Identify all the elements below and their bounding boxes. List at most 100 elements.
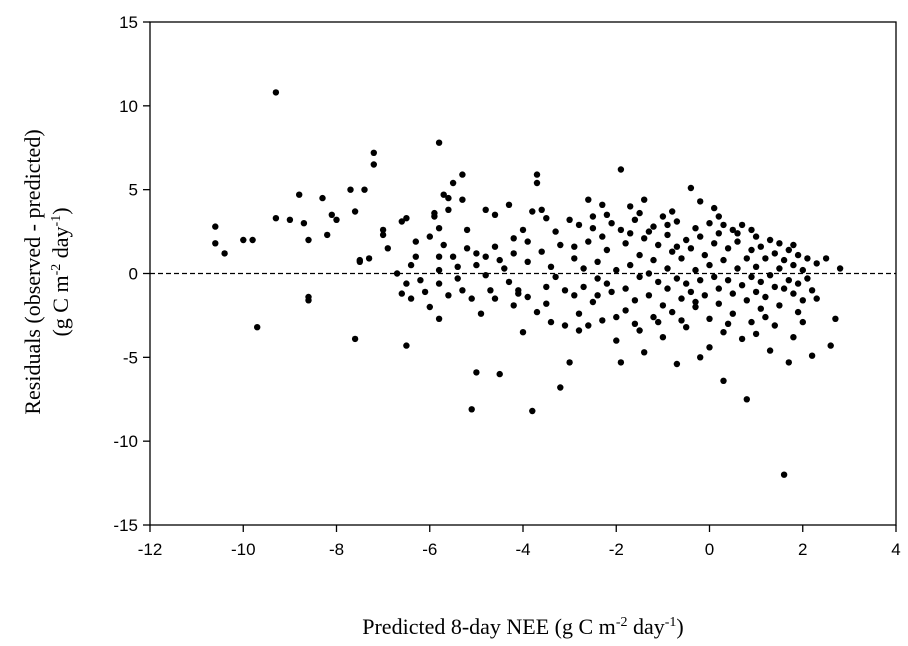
data-point xyxy=(571,292,578,299)
data-point xyxy=(748,246,755,254)
data-point xyxy=(412,253,419,260)
data-point xyxy=(552,228,559,235)
y-tick-label: 15 xyxy=(119,13,138,32)
data-point xyxy=(296,191,303,198)
data-point xyxy=(543,215,550,222)
data-point xyxy=(794,308,802,316)
data-point xyxy=(650,313,657,321)
data-point xyxy=(599,317,606,324)
data-point xyxy=(780,471,788,478)
data-point xyxy=(687,288,695,296)
data-point xyxy=(715,300,722,307)
data-point xyxy=(254,324,261,331)
data-point xyxy=(790,241,797,249)
data-point xyxy=(435,315,443,322)
data-point xyxy=(752,288,760,296)
data-point xyxy=(743,396,750,403)
data-point xyxy=(557,384,564,391)
data-point xyxy=(379,226,387,234)
data-point xyxy=(669,208,676,215)
data-point xyxy=(673,243,681,250)
data-point xyxy=(729,226,736,234)
data-point xyxy=(370,149,377,156)
data-point xyxy=(426,233,433,240)
data-point xyxy=(608,220,615,227)
data-point xyxy=(813,295,820,302)
data-point xyxy=(575,310,583,317)
data-point xyxy=(734,230,741,237)
data-point xyxy=(724,320,732,327)
data-point xyxy=(613,337,620,344)
data-point xyxy=(351,335,359,343)
data-point xyxy=(529,208,536,215)
x-tick-label: -10 xyxy=(231,540,256,559)
data-point xyxy=(538,206,545,213)
data-point xyxy=(752,263,760,270)
data-point xyxy=(678,295,685,302)
data-point xyxy=(454,263,461,270)
data-point xyxy=(631,320,639,327)
data-point xyxy=(762,313,769,321)
data-point xyxy=(603,246,611,254)
data-point xyxy=(561,287,569,294)
data-point xyxy=(575,221,583,229)
data-point xyxy=(473,261,480,269)
data-point xyxy=(356,258,363,265)
data-point xyxy=(603,211,611,218)
data-point xyxy=(673,360,681,368)
data-point xyxy=(832,315,839,322)
data-point xyxy=(659,213,667,220)
data-point xyxy=(678,255,685,262)
data-point xyxy=(589,213,597,220)
data-point xyxy=(785,277,792,284)
data-point xyxy=(743,297,750,304)
data-point xyxy=(482,206,489,213)
y-tick-label: 0 xyxy=(129,265,138,284)
data-point xyxy=(454,275,461,282)
data-point xyxy=(379,231,387,239)
data-point xyxy=(790,261,797,269)
data-point xyxy=(622,240,629,247)
data-point xyxy=(659,302,667,309)
data-point xyxy=(365,255,373,262)
data-point xyxy=(533,308,541,316)
data-point xyxy=(543,300,550,307)
data-point xyxy=(580,265,587,272)
data-point xyxy=(510,302,517,309)
data-point xyxy=(566,216,573,223)
data-point xyxy=(459,171,466,178)
data-point xyxy=(496,256,503,264)
data-point xyxy=(384,245,391,252)
data-point xyxy=(780,256,788,264)
data-point xyxy=(519,329,527,336)
data-point xyxy=(524,293,531,301)
plot-area xyxy=(149,21,897,526)
data-point xyxy=(440,191,447,198)
data-point xyxy=(766,236,774,244)
data-point xyxy=(743,255,750,262)
x-tick-label: -6 xyxy=(422,540,437,559)
x-tick-label: -12 xyxy=(138,540,163,559)
data-point xyxy=(529,407,536,415)
data-points xyxy=(212,89,844,478)
data-point xyxy=(599,233,606,240)
data-point xyxy=(636,251,643,259)
data-point xyxy=(305,236,312,244)
data-point xyxy=(738,282,746,289)
y-tick-label: 10 xyxy=(119,97,138,116)
y-axis-title: Residuals (observed - predicted) (g C m-… xyxy=(20,129,73,414)
data-point xyxy=(617,166,625,173)
data-point xyxy=(435,139,443,146)
data-point xyxy=(669,308,676,316)
data-point xyxy=(650,223,657,230)
data-point xyxy=(449,179,457,187)
data-point xyxy=(585,238,592,245)
data-point xyxy=(463,245,471,252)
data-point xyxy=(557,241,564,249)
data-point xyxy=(361,186,368,193)
data-point xyxy=(785,246,792,254)
y-tick-label: -5 xyxy=(123,348,138,367)
data-point xyxy=(766,347,774,354)
x-axis: -12 -10 -8 -6 -4 -2 0 2 4 xyxy=(138,525,901,559)
data-point xyxy=(589,225,597,232)
